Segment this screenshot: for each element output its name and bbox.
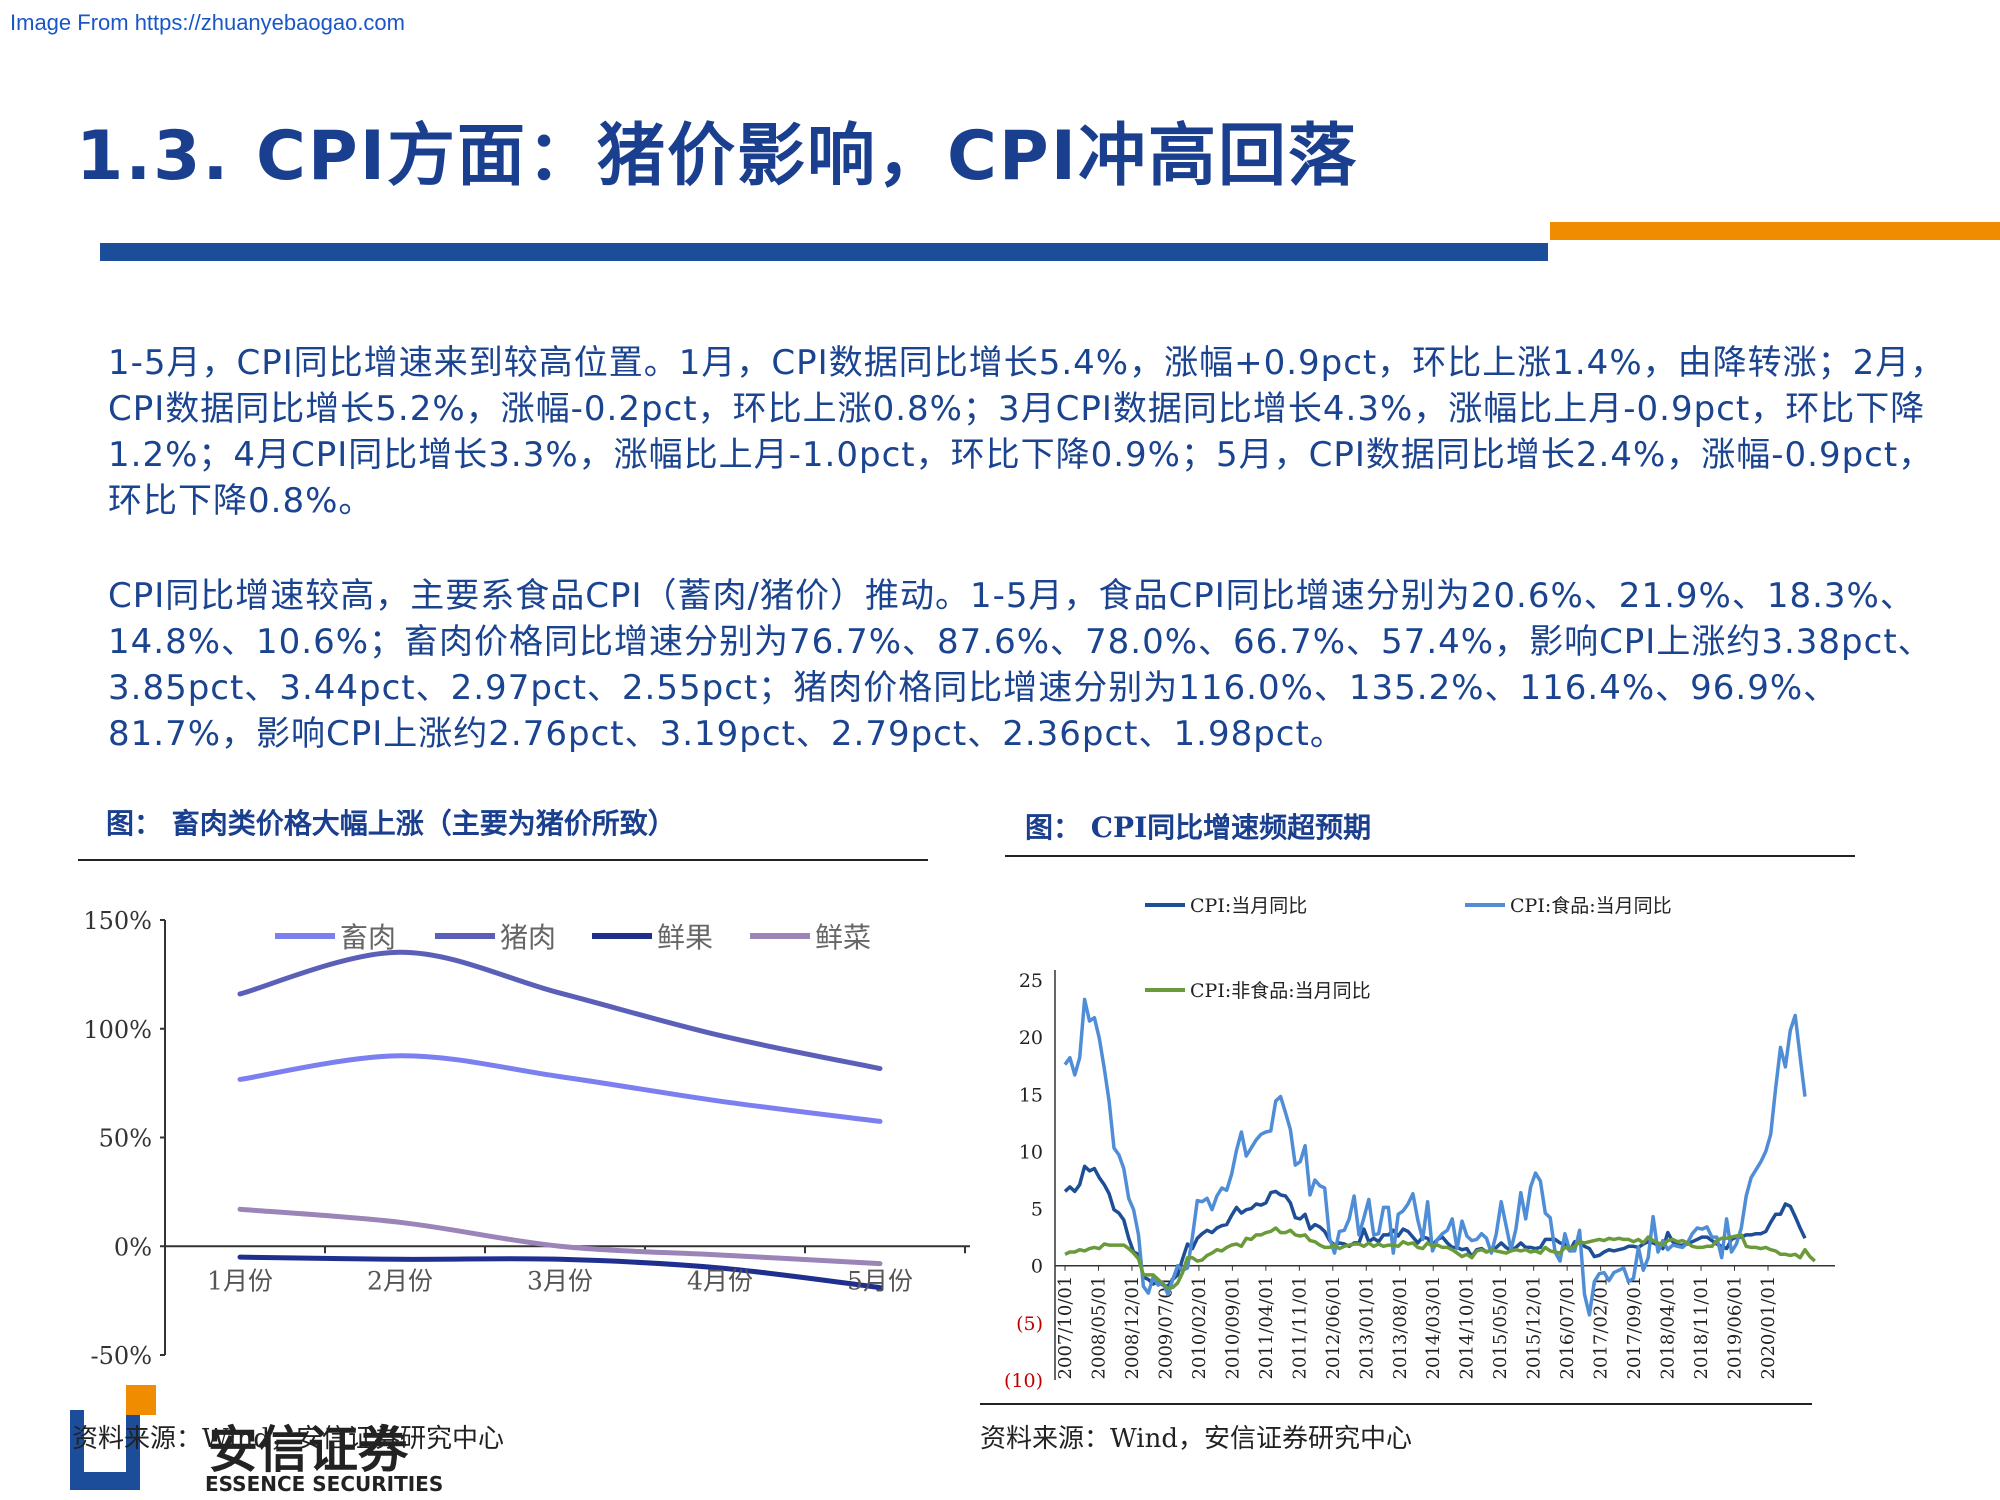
figure-right-rule xyxy=(1005,855,1855,857)
y-tick-label: 5 xyxy=(1031,1199,1043,1221)
x-tick-label: 2016/07/01 xyxy=(1557,1276,1578,1380)
y-tick-label: (5) xyxy=(1016,1313,1043,1335)
x-tick-label: 2014/03/01 xyxy=(1423,1276,1444,1380)
x-tick-label: 2008/12/01 xyxy=(1122,1276,1143,1380)
x-tick-label: 2008/05/01 xyxy=(1088,1276,1109,1380)
x-tick-label: 3月份 xyxy=(527,1266,593,1295)
x-tick-label: 2011/04/01 xyxy=(1256,1276,1277,1380)
series-line-2 xyxy=(1064,1226,1816,1291)
legend-label: CPI:食品:当月同比 xyxy=(1510,895,1672,917)
y-tick-label: 0 xyxy=(1031,1256,1043,1278)
chart-meat-prices: 150% 100% 50% 0% -50% 1月份 2月份 3月份 4月份 5月份 畜肉 猪肉 鲜果 鲜菜 xyxy=(83,907,970,1370)
x-tick-label: 2007/10/01 xyxy=(1055,1276,1076,1380)
x-tick-label: 2013/08/01 xyxy=(1390,1276,1411,1380)
logo-name-cn: 安信证券 xyxy=(208,1421,408,1479)
slide-title: 1.3. CPI方面：猪价影响，CPI冲高回落 xyxy=(76,117,1359,196)
x-tick-label: 2018/04/01 xyxy=(1658,1276,1679,1380)
figure-right-source: 资料来源：Wind，安信证券研究中心 xyxy=(980,1424,1412,1454)
series-line-0 xyxy=(237,1053,883,1124)
figure-left-rule xyxy=(78,859,928,861)
x-tick-label: 2017/02/01 xyxy=(1591,1276,1612,1380)
x-tick-label: 2015/05/01 xyxy=(1490,1276,1511,1380)
paragraph-cpi-summary: 1-5月，CPI同比增速来到较高位置。1月，CPI数据同比增长5.4%，涨幅+0… xyxy=(108,343,1946,521)
legend-label: CPI:非食品:当月同比 xyxy=(1190,980,1371,1002)
x-tick-label: 1月份 xyxy=(207,1266,273,1295)
x-tick-label: 2017/09/01 xyxy=(1624,1276,1645,1380)
legend-label: 猪肉 xyxy=(500,921,556,954)
x-tick-label: 2012/06/01 xyxy=(1323,1276,1344,1380)
y-tick-label: 25 xyxy=(1019,970,1043,992)
y-tick-label: -50% xyxy=(91,1342,152,1370)
figure-left-source: 资料来源：Wind，安信证券研究中心 xyxy=(72,1424,504,1454)
y-tick-label: 20 xyxy=(1019,1027,1043,1049)
source-watermark: Image From https://zhuanyebaogao.com xyxy=(10,10,405,35)
x-tick-label: 2019/06/01 xyxy=(1725,1276,1746,1380)
legend-label: CPI:当月同比 xyxy=(1190,895,1307,917)
x-tick-label: 2010/09/01 xyxy=(1222,1276,1243,1380)
y-tick-label: 10 xyxy=(1019,1141,1043,1163)
series-line-1 xyxy=(1063,997,1807,1317)
x-tick-label: 4月份 xyxy=(687,1266,753,1295)
x-tick-label: 2013/01/01 xyxy=(1356,1276,1377,1380)
legend-label: 鲜果 xyxy=(657,921,713,954)
x-tick-label: 2月份 xyxy=(367,1266,433,1295)
y-tick-label: 15 xyxy=(1019,1084,1043,1106)
chart-cpi-yoy: 25 20 15 10 5 0 (5) (10) 2007/10/01 2008/05/01 200… xyxy=(1004,895,1835,1392)
x-tick-label: 2014/10/01 xyxy=(1457,1276,1478,1380)
title-underline-orange xyxy=(1550,222,2000,240)
legend-label: 畜肉 xyxy=(340,921,396,954)
figure-left-title: 图： 畜肉类价格大幅上涨（主要为猪价所致） xyxy=(106,807,676,840)
x-tick-label: 2009/07/01 xyxy=(1155,1276,1176,1380)
logo-name-en: ESSENCE SECURITIES xyxy=(205,1472,444,1496)
figure-right-bottom-rule xyxy=(980,1403,1812,1405)
y-tick-label: 50% xyxy=(99,1125,152,1153)
x-tick-label: 2015/12/01 xyxy=(1524,1276,1545,1380)
series-line-3 xyxy=(237,1206,883,1267)
y-tick-label: 0% xyxy=(114,1233,152,1261)
title-underline-blue xyxy=(100,243,1548,261)
essence-logo-icon xyxy=(70,1385,156,1490)
x-tick-label: 5月份 xyxy=(847,1266,913,1295)
figure-right-title: 图： CPI同比增速频超预期 xyxy=(1025,811,1372,844)
x-tick-label: 2010/02/01 xyxy=(1189,1276,1210,1380)
x-tick-label: 2018/11/01 xyxy=(1691,1276,1712,1380)
y-tick-label: 150% xyxy=(83,907,152,935)
y-tick-label: 100% xyxy=(83,1016,152,1044)
paragraph-food-cpi: CPI同比增速较高，主要系食品CPI（蓄肉/猪价）推动。1-5月，食品CPI同比… xyxy=(108,576,1933,754)
x-tick-label: 2020/01/01 xyxy=(1758,1276,1779,1380)
x-tick-label: 2011/11/01 xyxy=(1289,1276,1310,1380)
legend-label: 鲜菜 xyxy=(815,921,871,954)
y-tick-label: (10) xyxy=(1004,1370,1043,1392)
series-line-1 xyxy=(237,949,883,1072)
